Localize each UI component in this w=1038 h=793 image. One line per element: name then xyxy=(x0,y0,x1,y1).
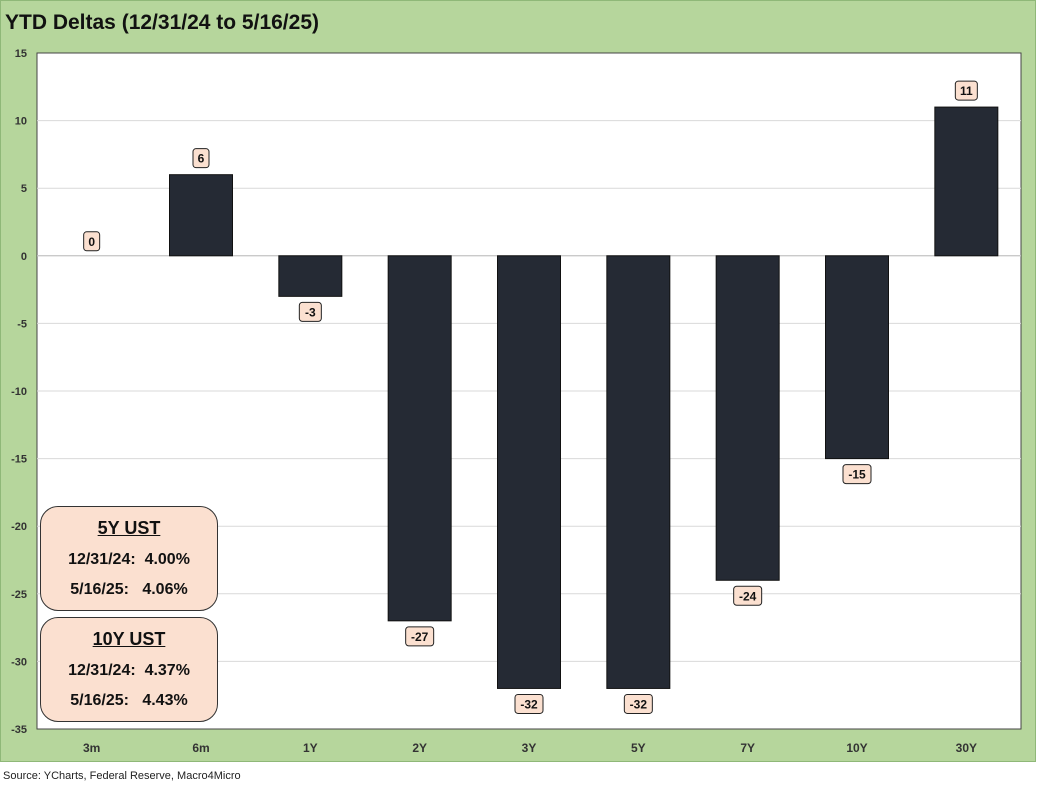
data-label-text: -3 xyxy=(305,305,316,319)
data-label-text: -32 xyxy=(630,697,648,711)
data-label-box xyxy=(733,585,763,606)
data-label-text: 0 xyxy=(88,235,95,249)
info-box-5y-ust: 5Y UST 12/31/24: 4.00% 5/16/25: 4.06% xyxy=(40,506,218,611)
bar xyxy=(934,106,999,257)
bar xyxy=(387,255,452,622)
y-tick-label: -25 xyxy=(11,589,27,601)
info-box-row: 12/31/24: 4.37% xyxy=(68,662,190,679)
x-tick-label: 3m xyxy=(83,741,100,755)
bars xyxy=(169,106,999,689)
data-label-box xyxy=(192,148,210,169)
data-label: 0 xyxy=(83,231,101,252)
data-label-box xyxy=(298,301,322,322)
y-tick-label: -30 xyxy=(11,656,27,668)
info-box-10y-ust: 10Y UST 12/31/24: 4.37% 5/16/25: 4.43% xyxy=(40,617,218,722)
data-label-box xyxy=(514,693,544,714)
x-tick-label: 5Y xyxy=(631,741,646,755)
y-tick-label: -20 xyxy=(11,521,27,533)
info-box-row: 5/16/25: 4.43% xyxy=(70,692,188,709)
x-tick-label: 10Y xyxy=(846,741,867,755)
data-label: -32 xyxy=(623,693,653,714)
data-label: -27 xyxy=(405,626,435,647)
x-axis: 3m 6m 1Y 2Y 3Y 5Y 7Y 10Y 30Y xyxy=(83,741,977,755)
x-tick-label: 3Y xyxy=(522,741,537,755)
bar xyxy=(606,255,671,689)
info-box-title: 5Y UST xyxy=(97,518,161,538)
y-tick-label: -35 xyxy=(11,724,27,736)
bar xyxy=(497,255,561,689)
y-tick-label: 0 xyxy=(21,251,27,263)
y-tick-label: 15 xyxy=(15,48,27,60)
data-label-box xyxy=(954,80,978,101)
data-labels: 0 6 -3 -27 -32 -32 -24 -15 11 xyxy=(83,80,978,714)
y-tick-label: -5 xyxy=(17,318,27,330)
data-label-box xyxy=(623,693,653,714)
data-label-text: -32 xyxy=(520,697,538,711)
bar xyxy=(715,255,780,581)
info-box-title: 10Y UST xyxy=(92,629,166,649)
chart-title: YTD Deltas (12/31/24 to 5/16/25) xyxy=(5,11,319,34)
data-label-text: -27 xyxy=(411,630,429,644)
data-label: -3 xyxy=(298,301,322,322)
data-label-text: -15 xyxy=(848,468,866,482)
y-tick-label: 5 xyxy=(21,183,27,195)
info-box-row: 5/16/25: 4.06% xyxy=(70,581,188,598)
data-label: -32 xyxy=(514,693,544,714)
info-box-row: 12/31/24: 4.00% xyxy=(68,551,190,568)
bar xyxy=(169,174,233,257)
y-tick-label: 10 xyxy=(15,116,27,128)
data-label-box xyxy=(842,464,872,485)
bar xyxy=(825,255,889,460)
y-axis: 15 10 5 0 -5 -10 -15 -20 -25 -30 -35 xyxy=(11,48,27,736)
data-label-text: 11 xyxy=(960,84,973,98)
x-tick-label: 7Y xyxy=(740,741,755,755)
data-label: -15 xyxy=(842,464,872,485)
data-label-text: -24 xyxy=(739,589,757,603)
y-tick-label: -15 xyxy=(11,454,27,466)
x-tick-label: 1Y xyxy=(303,741,318,755)
bar xyxy=(278,255,343,297)
data-label-text: 6 xyxy=(198,152,205,166)
data-label: 11 xyxy=(954,80,978,101)
data-label-box xyxy=(405,626,435,647)
x-tick-label: 30Y xyxy=(956,741,977,755)
data-label-box xyxy=(83,231,101,252)
source-note: Source: YCharts, Federal Reserve, Macro4… xyxy=(3,770,241,782)
data-label: 6 xyxy=(192,148,210,169)
y-tick-label: -10 xyxy=(11,386,27,398)
x-tick-label: 6m xyxy=(192,741,209,755)
x-tick-label: 2Y xyxy=(412,741,427,755)
data-label: -24 xyxy=(733,585,763,606)
